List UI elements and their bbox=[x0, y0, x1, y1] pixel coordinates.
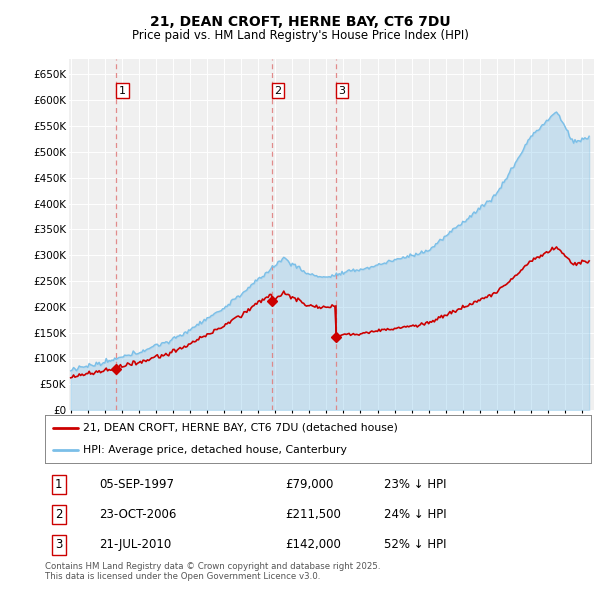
Text: 2: 2 bbox=[275, 86, 281, 96]
Text: Price paid vs. HM Land Registry's House Price Index (HPI): Price paid vs. HM Land Registry's House … bbox=[131, 30, 469, 42]
Text: 24% ↓ HPI: 24% ↓ HPI bbox=[383, 508, 446, 521]
Text: 52% ↓ HPI: 52% ↓ HPI bbox=[383, 538, 446, 551]
Text: £142,000: £142,000 bbox=[285, 538, 341, 551]
Text: 3: 3 bbox=[55, 538, 62, 551]
Text: 2: 2 bbox=[55, 508, 62, 521]
Text: 23% ↓ HPI: 23% ↓ HPI bbox=[383, 478, 446, 491]
Text: 21-JUL-2010: 21-JUL-2010 bbox=[100, 538, 172, 551]
Text: 21, DEAN CROFT, HERNE BAY, CT6 7DU: 21, DEAN CROFT, HERNE BAY, CT6 7DU bbox=[149, 15, 451, 29]
Text: 21, DEAN CROFT, HERNE BAY, CT6 7DU (detached house): 21, DEAN CROFT, HERNE BAY, CT6 7DU (deta… bbox=[83, 423, 398, 433]
Text: £79,000: £79,000 bbox=[285, 478, 334, 491]
Text: 23-OCT-2006: 23-OCT-2006 bbox=[100, 508, 177, 521]
Text: £211,500: £211,500 bbox=[285, 508, 341, 521]
Text: 1: 1 bbox=[119, 86, 126, 96]
Text: 3: 3 bbox=[338, 86, 346, 96]
Text: HPI: Average price, detached house, Canterbury: HPI: Average price, detached house, Cant… bbox=[83, 445, 347, 455]
Text: 1: 1 bbox=[55, 478, 62, 491]
Text: 05-SEP-1997: 05-SEP-1997 bbox=[100, 478, 175, 491]
Text: Contains HM Land Registry data © Crown copyright and database right 2025.
This d: Contains HM Land Registry data © Crown c… bbox=[45, 562, 380, 581]
